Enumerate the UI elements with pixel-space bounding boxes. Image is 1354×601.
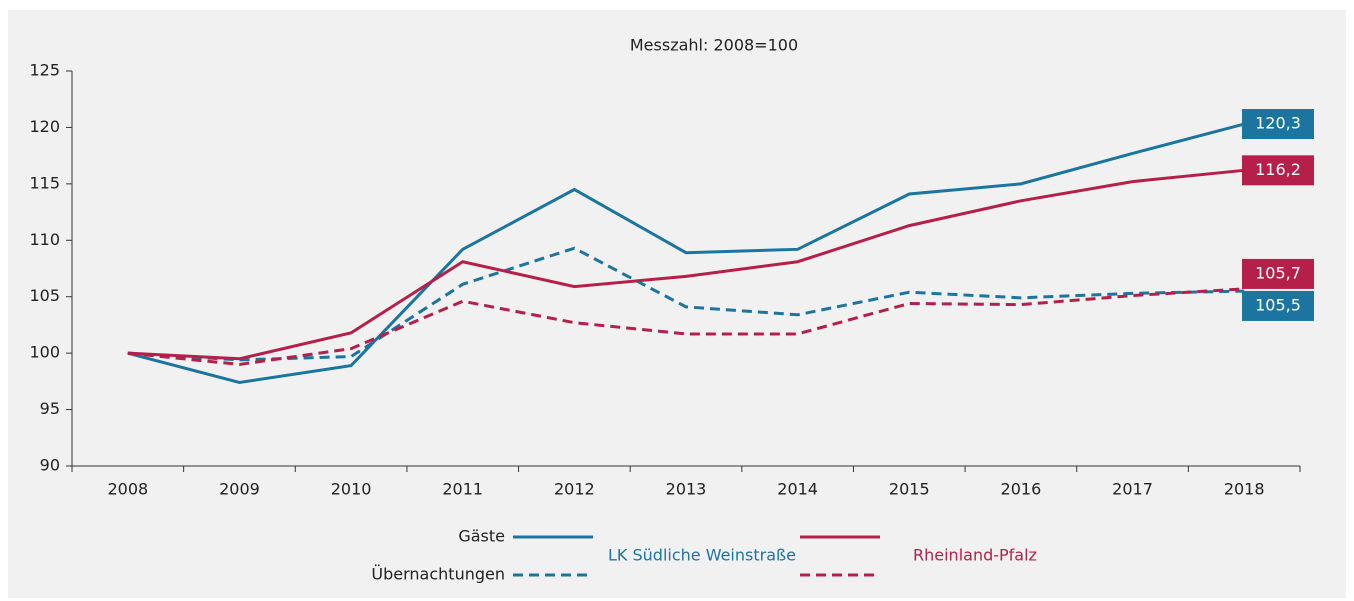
value-label: 105,7 <box>1255 263 1301 282</box>
series-line <box>127 287 1245 366</box>
value-label-box <box>1242 155 1314 186</box>
y-tick-label: 125 <box>29 61 60 80</box>
series-line <box>127 246 1245 362</box>
y-tick-label: 110 <box>29 230 60 249</box>
y-tick-label: 100 <box>29 343 60 362</box>
value-label-box <box>1242 290 1314 321</box>
panel <box>8 10 1346 598</box>
chart-title: Messzahl: 2008=100 <box>630 36 798 55</box>
y-tick-label: 115 <box>29 173 60 192</box>
x-tick-label: 2013 <box>666 480 707 499</box>
x-tick-label: 2010 <box>331 480 372 499</box>
series-line <box>127 168 1245 361</box>
value-label: 105,5 <box>1255 295 1301 314</box>
value-label-box <box>1242 109 1314 140</box>
x-tick-label: 2017 <box>1112 480 1153 499</box>
value-label: 120,3 <box>1255 114 1301 133</box>
legend-row-label: Übernachtungen <box>371 565 505 584</box>
y-tick-label: 105 <box>29 286 60 305</box>
y-tick-label: 90 <box>40 456 60 475</box>
value-label: 116,2 <box>1255 160 1301 179</box>
legend-row-label: Gäste <box>458 527 505 546</box>
x-tick-label: 2008 <box>107 480 148 499</box>
x-tick-label: 2015 <box>889 480 930 499</box>
x-tick-label: 2009 <box>219 480 260 499</box>
series-line <box>127 122 1245 385</box>
legend-group-label: Rheinland-Pfalz <box>913 546 1037 565</box>
x-tick-label: 2016 <box>1001 480 1042 499</box>
x-tick-label: 2012 <box>554 480 595 499</box>
x-tick-label: 2014 <box>777 480 818 499</box>
y-tick-label: 95 <box>40 399 60 418</box>
legend-group-label: LK Südliche Weinstraße <box>608 546 796 565</box>
y-tick-label: 120 <box>29 117 60 136</box>
value-label-box <box>1242 258 1314 289</box>
x-tick-label: 2011 <box>442 480 483 499</box>
x-tick-label: 2018 <box>1224 480 1265 499</box>
